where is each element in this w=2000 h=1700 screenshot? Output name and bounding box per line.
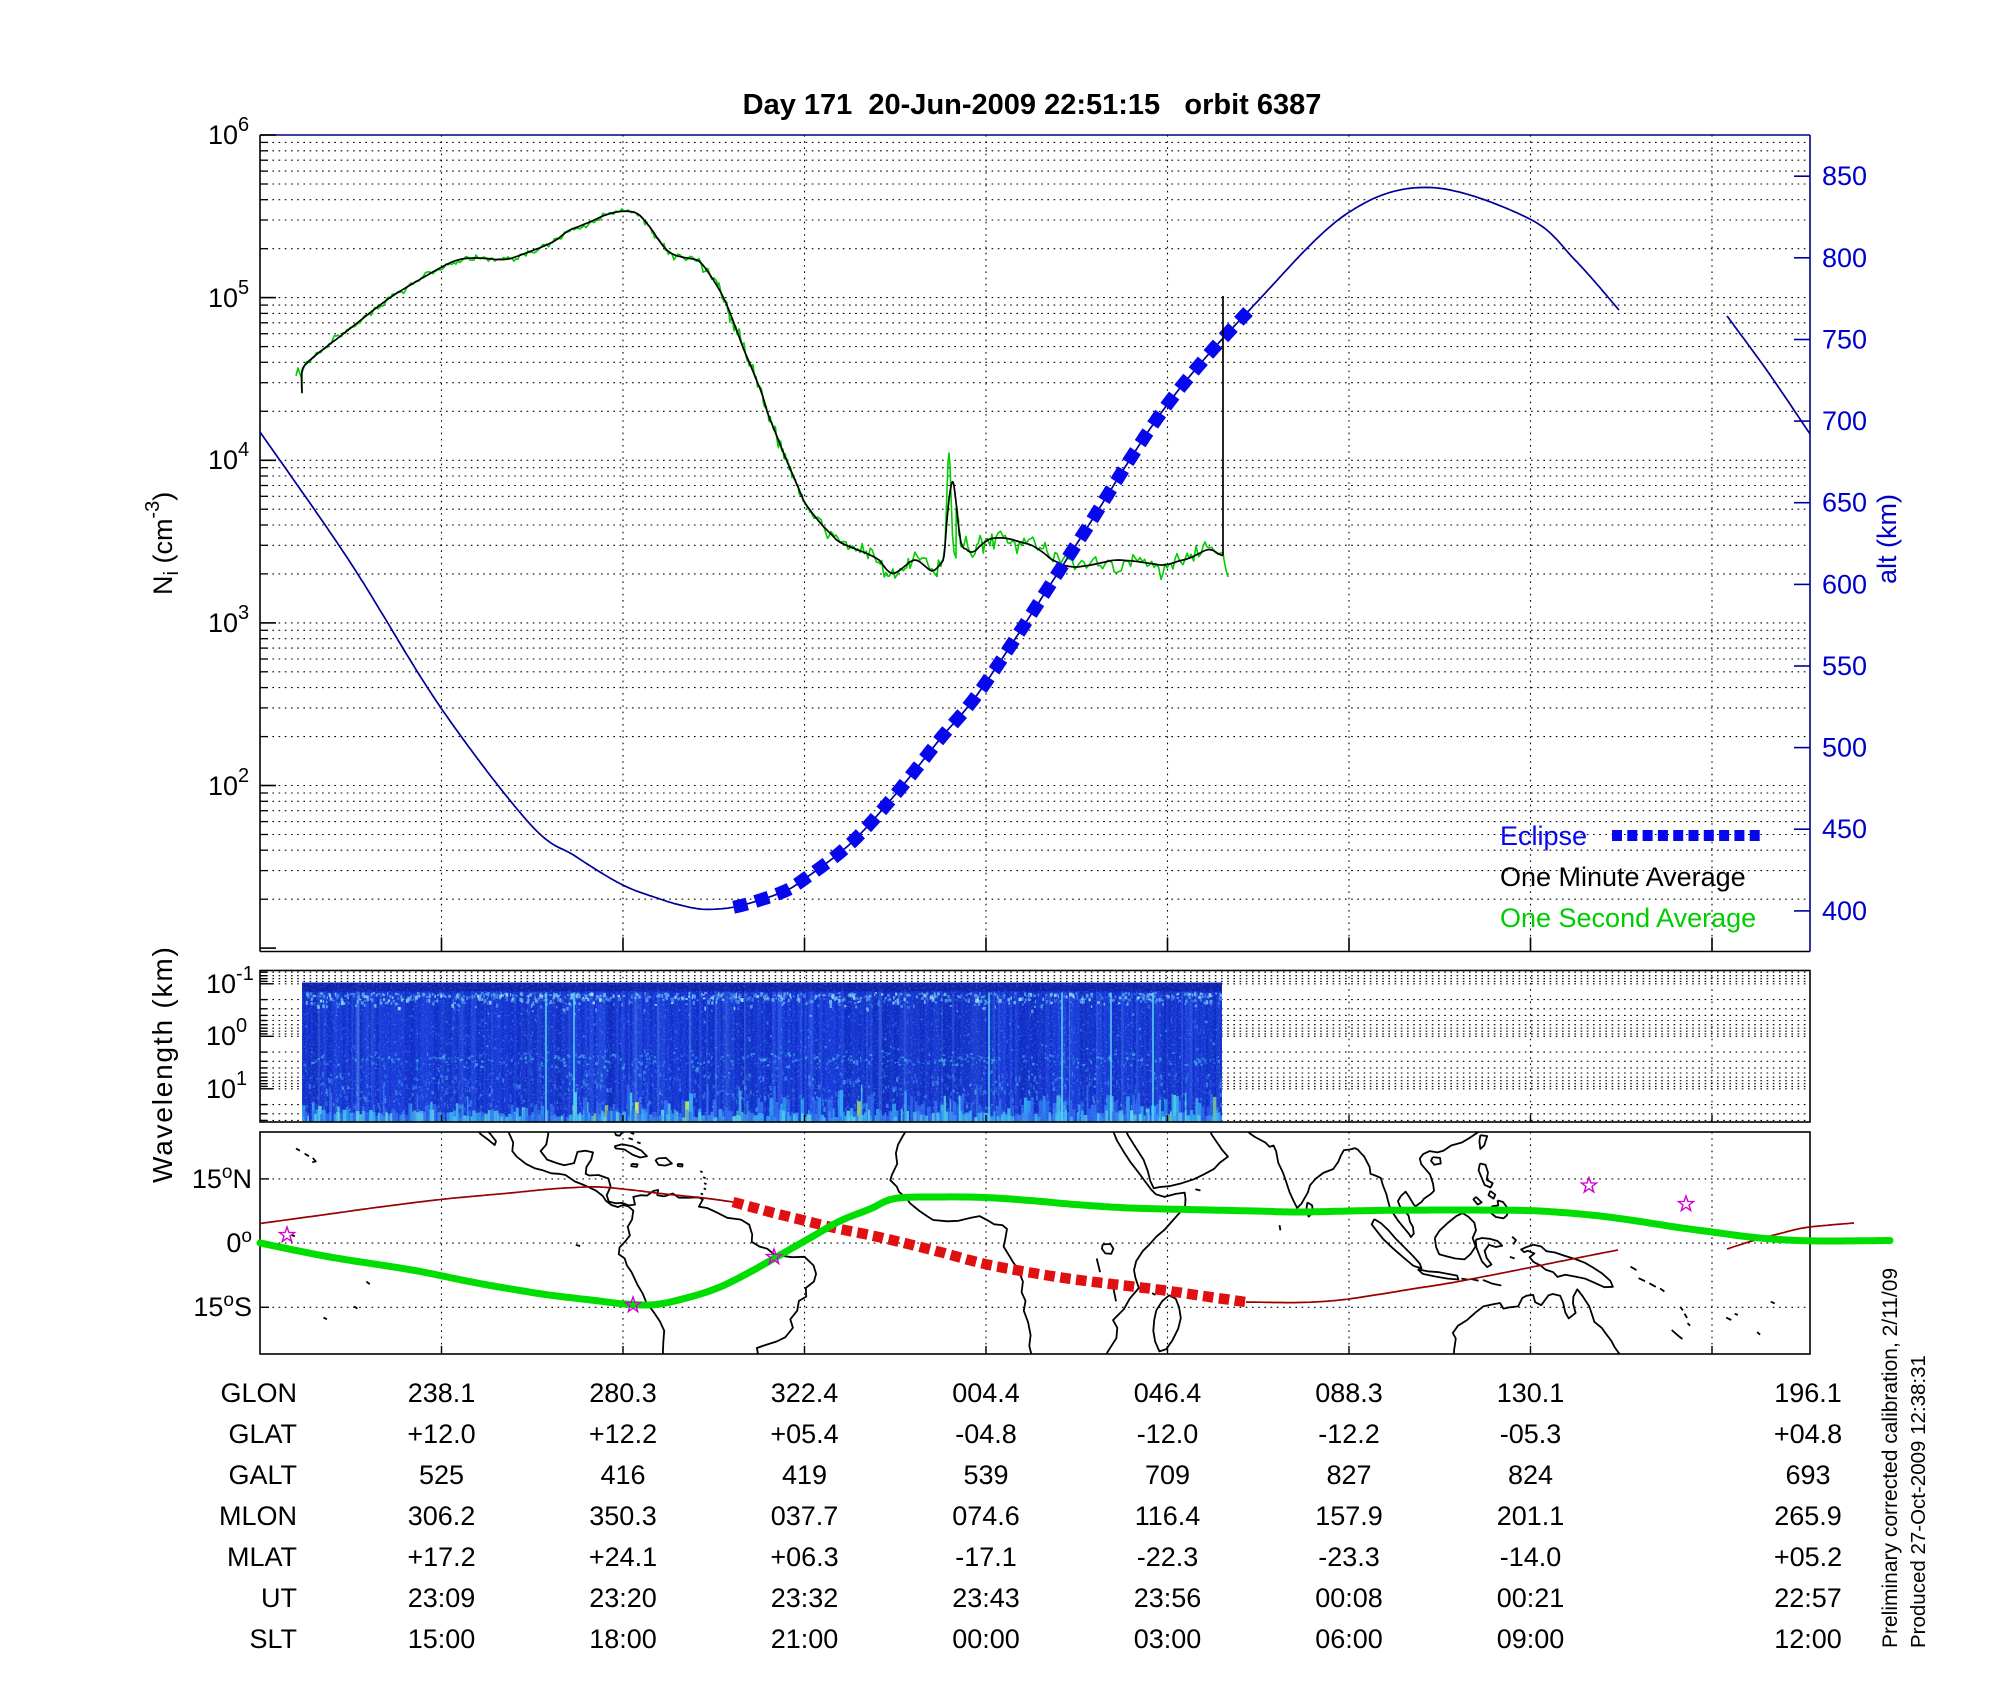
svg-text:-14.0: -14.0 xyxy=(1500,1542,1562,1572)
svg-text:+12.2: +12.2 xyxy=(589,1419,657,1449)
svg-text:23:20: 23:20 xyxy=(589,1583,657,1613)
svg-text:00:00: 00:00 xyxy=(952,1624,1020,1654)
svg-text:09:00: 09:00 xyxy=(1497,1624,1565,1654)
svg-text:-17.1: -17.1 xyxy=(955,1542,1017,1572)
svg-text:One Second Average: One Second Average xyxy=(1500,903,1756,933)
svg-text:116.4: 116.4 xyxy=(1135,1501,1201,1531)
svg-text:15oS: 15oS xyxy=(193,1290,252,1322)
svg-text:004.4: 004.4 xyxy=(952,1378,1020,1408)
svg-text:MLON: MLON xyxy=(219,1501,297,1531)
svg-text:GLON: GLON xyxy=(220,1378,297,1408)
svg-text:400: 400 xyxy=(1822,896,1867,926)
svg-text:Produced 27-Oct-2009 12:38:31: Produced 27-Oct-2009 12:38:31 xyxy=(1907,1355,1930,1648)
svg-text:525: 525 xyxy=(419,1460,464,1490)
svg-text:+05.4: +05.4 xyxy=(770,1419,838,1449)
svg-text:-12.2: -12.2 xyxy=(1318,1419,1380,1449)
svg-text:21:00: 21:00 xyxy=(771,1624,839,1654)
svg-text:539: 539 xyxy=(963,1460,1008,1490)
svg-text:00:21: 00:21 xyxy=(1497,1583,1565,1613)
svg-text:280.3: 280.3 xyxy=(589,1378,657,1408)
svg-text:SLT: SLT xyxy=(249,1624,297,1654)
svg-text:Day 171 20-Jun-2009 22:51:15: Day 171 20-Jun-2009 22:51:15 orbit 6387 xyxy=(743,89,1322,121)
svg-text:827: 827 xyxy=(1326,1460,1371,1490)
svg-text:10-1: 10-1 xyxy=(206,963,254,999)
svg-text:322.4: 322.4 xyxy=(771,1378,839,1408)
svg-text:-05.3: -05.3 xyxy=(1500,1419,1562,1449)
svg-text:306.2: 306.2 xyxy=(408,1501,476,1531)
svg-text:23:09: 23:09 xyxy=(408,1583,476,1613)
svg-text:alt (km): alt (km) xyxy=(1872,494,1902,584)
svg-text:037.7: 037.7 xyxy=(771,1501,839,1531)
svg-text:-04.8: -04.8 xyxy=(955,1419,1017,1449)
svg-text:-23.3: -23.3 xyxy=(1318,1542,1380,1572)
svg-text:Wavelength (km): Wavelength (km) xyxy=(147,945,178,1183)
svg-text:750: 750 xyxy=(1822,324,1867,354)
svg-text:Eclipse: Eclipse xyxy=(1500,821,1587,851)
svg-text:One Minute Average: One Minute Average xyxy=(1500,862,1746,892)
svg-text:GALT: GALT xyxy=(228,1460,297,1490)
svg-text:23:32: 23:32 xyxy=(771,1583,839,1613)
svg-text:074.6: 074.6 xyxy=(952,1501,1020,1531)
svg-text:238.1: 238.1 xyxy=(408,1378,476,1408)
svg-text:265.9: 265.9 xyxy=(1774,1501,1842,1531)
svg-text:06:00: 06:00 xyxy=(1315,1624,1383,1654)
svg-text:850: 850 xyxy=(1822,161,1867,191)
svg-text:12:00: 12:00 xyxy=(1774,1624,1842,1654)
svg-text:GLAT: GLAT xyxy=(228,1419,297,1449)
svg-text:-22.3: -22.3 xyxy=(1137,1542,1199,1572)
svg-text:157.9: 157.9 xyxy=(1315,1501,1383,1531)
svg-text:15:00: 15:00 xyxy=(408,1624,476,1654)
svg-text:550: 550 xyxy=(1822,651,1867,681)
svg-text:-12.0: -12.0 xyxy=(1137,1419,1199,1449)
svg-text:824: 824 xyxy=(1508,1460,1553,1490)
svg-text:130.1: 130.1 xyxy=(1497,1378,1565,1408)
svg-text:22:57: 22:57 xyxy=(1774,1583,1842,1613)
svg-text:709: 709 xyxy=(1145,1460,1190,1490)
svg-text:650: 650 xyxy=(1822,488,1867,518)
svg-text:00:08: 00:08 xyxy=(1315,1583,1383,1613)
svg-text:+05.2: +05.2 xyxy=(1774,1542,1842,1572)
svg-text:+06.3: +06.3 xyxy=(770,1542,838,1572)
svg-text:088.3: 088.3 xyxy=(1315,1378,1383,1408)
svg-text:Preliminary corrected calibrat: Preliminary corrected calibration, 2/11/… xyxy=(1879,1268,1902,1648)
svg-text:700: 700 xyxy=(1822,406,1867,436)
svg-text:MLAT: MLAT xyxy=(227,1542,297,1572)
svg-text:046.4: 046.4 xyxy=(1134,1378,1202,1408)
svg-text:23:56: 23:56 xyxy=(1134,1583,1202,1613)
svg-text:693: 693 xyxy=(1785,1460,1830,1490)
svg-text:03:00: 03:00 xyxy=(1134,1624,1202,1654)
svg-text:23:43: 23:43 xyxy=(952,1583,1020,1613)
svg-text:+17.2: +17.2 xyxy=(407,1542,475,1572)
svg-text:+24.1: +24.1 xyxy=(589,1542,657,1572)
svg-text:18:00: 18:00 xyxy=(589,1624,657,1654)
svg-text:196.1: 196.1 xyxy=(1774,1378,1842,1408)
svg-text:UT: UT xyxy=(261,1583,297,1613)
svg-text:+04.8: +04.8 xyxy=(1774,1419,1842,1449)
svg-text:800: 800 xyxy=(1822,243,1867,273)
svg-text:201.1: 201.1 xyxy=(1497,1501,1565,1531)
svg-text:106: 106 xyxy=(208,114,249,150)
svg-text:450: 450 xyxy=(1822,814,1867,844)
svg-text:600: 600 xyxy=(1822,569,1867,599)
svg-text:350.3: 350.3 xyxy=(589,1501,657,1531)
svg-text:+12.0: +12.0 xyxy=(407,1419,475,1449)
svg-text:419: 419 xyxy=(782,1460,827,1490)
svg-text:500: 500 xyxy=(1822,733,1867,763)
svg-text:416: 416 xyxy=(600,1460,645,1490)
